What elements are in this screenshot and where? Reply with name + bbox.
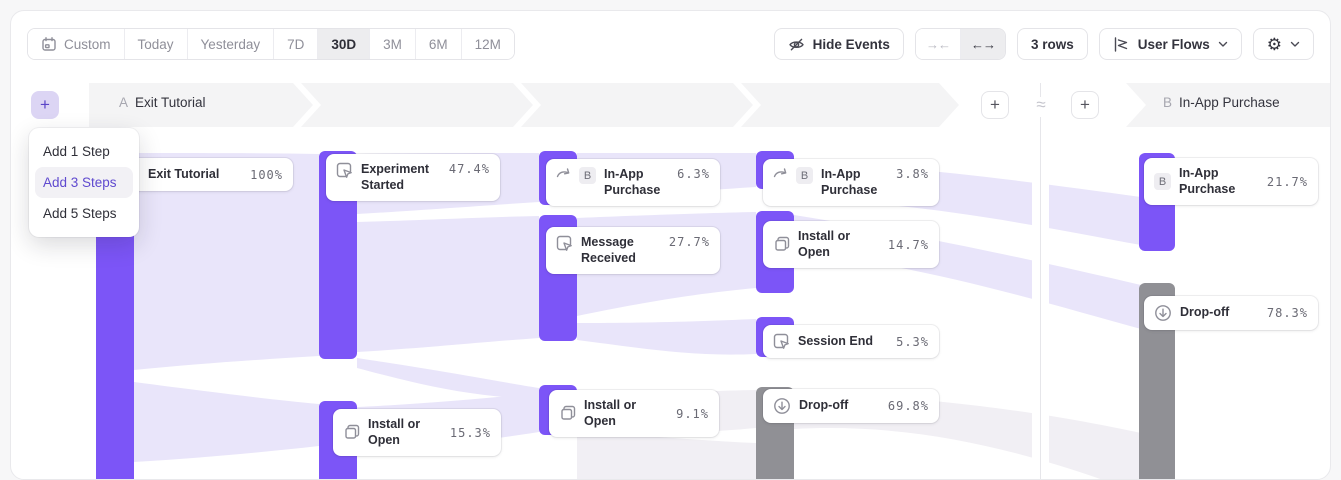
truncated-steps-symbol: ≈: [1036, 95, 1046, 114]
event-icon: [556, 235, 573, 252]
node-label: Drop-off: [1180, 305, 1230, 320]
hide-events-button[interactable]: Hide Events: [773, 28, 904, 60]
node-label: Install or Open: [584, 398, 637, 428]
eye-off-icon: [788, 36, 805, 53]
node-label: Install or Open: [798, 229, 851, 259]
node-percent: 100%: [250, 167, 283, 182]
flow-node-in-app-purchase[interactable]: B In-App Purchase 6.3%: [546, 159, 720, 207]
user-flows-panel: Custom Today Yesterday 7D 30D 3M 6M 12M …: [10, 10, 1331, 480]
add-step-button-left[interactable]: +: [31, 91, 59, 119]
sankey-flow-area: Exit Tutorial 100% Experiment Started 47…: [11, 11, 1330, 479]
view-type-label: User Flows: [1137, 36, 1210, 52]
add-step-button-right[interactable]: +: [1071, 91, 1099, 119]
flow-node-drop-off-b[interactable]: Drop-off 78.3%: [1144, 296, 1318, 330]
jump-arrow-icon: [556, 167, 571, 180]
date-range-selector: Custom Today Yesterday 7D 30D 3M 6M 12M: [27, 28, 515, 60]
node-label: Message Received: [581, 235, 636, 265]
metric-b-badge: B: [796, 167, 813, 184]
drop-off-icon: [1154, 304, 1172, 322]
add-step-button-middle[interactable]: +: [981, 91, 1009, 119]
node-percent: 27.7%: [668, 235, 710, 249]
flow-node-in-app-purchase[interactable]: B In-App Purchase 3.8%: [763, 159, 939, 207]
windows-icon: [343, 424, 360, 441]
node-percent: 3.8%: [896, 167, 929, 181]
windows-icon: [559, 405, 576, 422]
metric-b-badge: B: [579, 167, 596, 184]
step-label: Exit Tutorial: [135, 95, 206, 110]
step-header-b[interactable]: B In-App Purchase: [1163, 95, 1280, 110]
node-percent: 6.3%: [677, 167, 710, 181]
date-range-30d[interactable]: 30D: [318, 29, 371, 59]
date-range-label: Custom: [64, 36, 111, 52]
node-percent: 9.1%: [676, 406, 709, 421]
date-range-12m[interactable]: 12M: [461, 29, 514, 59]
chevron-down-icon: [1218, 41, 1228, 48]
date-range-today[interactable]: Today: [124, 29, 188, 59]
event-icon: [336, 162, 353, 179]
drop-off-icon: [773, 397, 791, 415]
view-type-dropdown[interactable]: User Flows: [1098, 28, 1242, 60]
date-range-yesterday[interactable]: Yesterday: [187, 29, 275, 59]
node-percent: 14.7%: [887, 237, 929, 252]
node-label: In-App Purchase: [821, 167, 878, 197]
node-label: Drop-off: [799, 398, 849, 413]
flow-node-exit-tutorial[interactable]: Exit Tutorial 100%: [113, 158, 293, 191]
rows-button[interactable]: 3 rows: [1016, 28, 1088, 60]
menu-item-add-1-step[interactable]: Add 1 Step: [43, 144, 110, 159]
step-header-band: A Exit Tutorial B In-App Purchase + + +: [11, 83, 1330, 127]
date-range-7d[interactable]: 7D: [274, 29, 319, 59]
expand-arrows-icon: ←→: [970, 36, 996, 52]
step-letter: A: [119, 95, 129, 110]
node-label: In-App Purchase: [604, 167, 661, 197]
metric-b-badge: B: [1154, 173, 1171, 191]
step-header-a[interactable]: A Exit Tutorial: [119, 95, 206, 110]
node-label: In-App Purchase: [1179, 166, 1236, 196]
add-steps-menu: Add 1 Step Add 3 Steps Add 5 Steps: [29, 128, 139, 237]
node-label: Exit Tutorial: [148, 166, 220, 181]
toolbar: Custom Today Yesterday 7D 30D 3M 6M 12M …: [27, 28, 1314, 60]
column-width-toggle: →← ←→: [914, 28, 1006, 60]
node-percent: 47.4%: [448, 162, 490, 176]
step-label: In-App Purchase: [1179, 95, 1280, 110]
flow-node-experiment-started[interactable]: Experiment Started 47.4%: [326, 154, 500, 202]
node-label: Experiment Started: [361, 162, 430, 192]
node-percent: 15.3%: [449, 425, 491, 440]
settings-button[interactable]: ⚙: [1252, 28, 1314, 60]
step-letter: B: [1163, 95, 1173, 110]
calendar-icon: [41, 36, 57, 52]
node-label: Session End: [798, 333, 874, 348]
flow-node-install-or-open[interactable]: Install or Open 9.1%: [549, 390, 719, 438]
flow-chart-icon: [1113, 36, 1130, 53]
step-chevron-band: [89, 83, 1330, 127]
expand-columns-button[interactable]: ←→: [960, 29, 1005, 59]
toolbar-right-group: Hide Events →← ←→ 3 rows User Flows: [773, 28, 1314, 60]
event-icon: [773, 333, 790, 350]
date-range-6m[interactable]: 6M: [415, 29, 462, 59]
collapse-columns-button[interactable]: →←: [915, 29, 961, 59]
flow-node-install-or-open[interactable]: Install or Open 14.7%: [763, 221, 939, 269]
flow-node-message-received[interactable]: Message Received 27.7%: [546, 227, 720, 275]
flow-node-install-or-open[interactable]: Install or Open 15.3%: [333, 409, 501, 457]
node-label: Install or Open: [368, 417, 421, 447]
flow-node-in-app-purchase-b[interactable]: B In-App Purchase 21.7%: [1144, 158, 1318, 206]
node-percent: 21.7%: [1266, 174, 1308, 189]
menu-item-add-5-steps[interactable]: Add 5 Steps: [43, 206, 117, 221]
flow-node-drop-off[interactable]: Drop-off 69.8%: [763, 389, 939, 423]
node-percent: 5.3%: [896, 334, 929, 349]
flow-node-session-end[interactable]: Session End 5.3%: [763, 325, 939, 358]
node-percent: 69.8%: [887, 399, 929, 413]
node-percent: 78.3%: [1266, 306, 1308, 320]
collapse-arrows-icon: →←: [925, 36, 951, 52]
hide-events-label: Hide Events: [812, 36, 890, 52]
windows-icon: [773, 236, 790, 253]
rows-label: 3 rows: [1030, 36, 1074, 52]
date-range-custom[interactable]: Custom: [28, 29, 125, 59]
date-range-3m[interactable]: 3M: [370, 29, 416, 59]
jump-arrow-icon: [773, 167, 788, 180]
gear-icon: ⚙: [1266, 34, 1282, 54]
menu-item-add-3-steps[interactable]: Add 3 Steps: [35, 167, 133, 198]
chevron-down-icon: [1290, 41, 1300, 48]
pane-divider: [1040, 83, 1041, 97]
